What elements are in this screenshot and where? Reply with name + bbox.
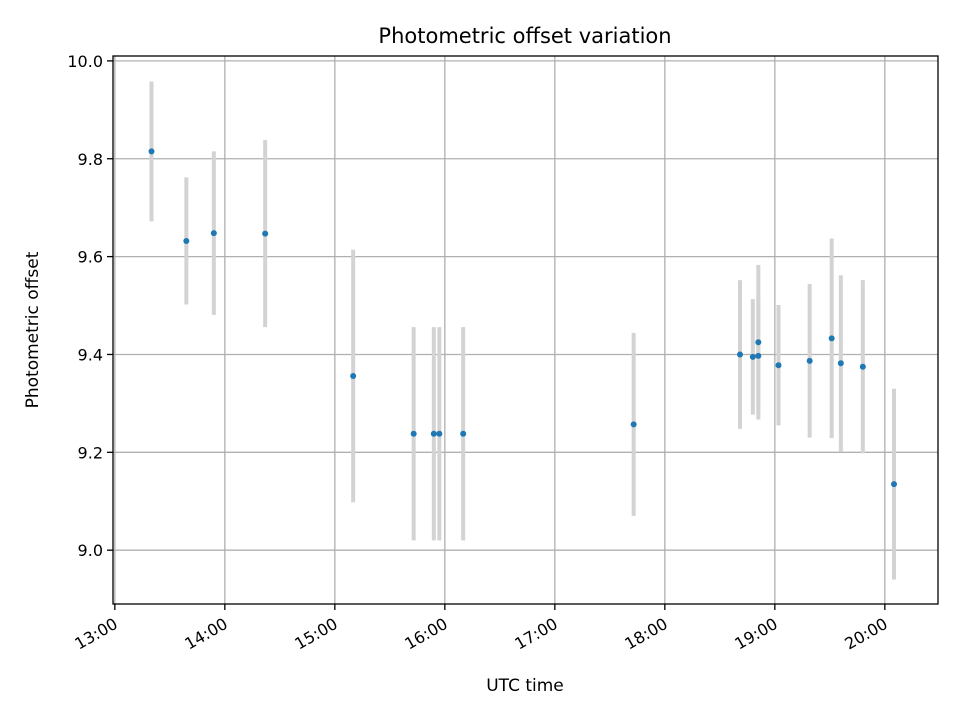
y-axis-ticks: 9.0 9.2 9.4 9.6 9.8 10.0 <box>67 52 113 560</box>
x-tick-label: 17:00 <box>511 614 560 654</box>
data-points <box>148 148 897 488</box>
data-point <box>210 230 217 237</box>
data-point <box>859 363 866 370</box>
x-tick-label: 20:00 <box>841 614 890 654</box>
y-tick-label: 9.0 <box>78 541 103 560</box>
data-point <box>828 335 835 342</box>
data-point <box>630 421 637 428</box>
data-point <box>755 339 762 346</box>
data-point <box>410 430 417 437</box>
x-tick-label: 18:00 <box>621 614 670 654</box>
data-point <box>775 362 782 369</box>
data-point <box>430 430 437 437</box>
grid-lines <box>113 56 938 604</box>
data-point <box>749 353 756 360</box>
error-bars <box>149 81 896 580</box>
chart-title: Photometric offset variation <box>378 24 671 48</box>
x-axis-title: UTC time <box>486 676 564 696</box>
data-point <box>806 357 813 364</box>
data-point <box>755 352 762 359</box>
x-axis-ticks: 13:00 14:00 15:00 16:00 17:00 18:00 19:00 20:00 <box>71 604 891 654</box>
data-point <box>183 237 190 244</box>
x-tick-label: 15:00 <box>291 614 340 654</box>
x-tick-label: 19:00 <box>731 614 780 654</box>
y-tick-label: 9.2 <box>78 443 103 462</box>
data-point <box>460 430 467 437</box>
plot-frame <box>112 55 939 605</box>
y-tick-label: 9.8 <box>78 150 103 169</box>
data-point <box>262 230 269 237</box>
x-tick-label: 14:00 <box>181 614 230 654</box>
y-tick-label: 9.6 <box>78 248 103 267</box>
x-tick-label: 16:00 <box>401 614 450 654</box>
y-tick-label: 10.0 <box>67 52 103 71</box>
data-point <box>350 372 357 379</box>
data-point <box>891 481 897 488</box>
y-axis-title: Photometric offset <box>23 251 43 408</box>
data-point <box>737 351 743 358</box>
y-tick-label: 9.4 <box>78 345 103 364</box>
data-point <box>436 430 443 437</box>
x-tick-label: 13:00 <box>71 614 120 654</box>
data-point <box>148 148 155 155</box>
data-point <box>837 360 844 367</box>
